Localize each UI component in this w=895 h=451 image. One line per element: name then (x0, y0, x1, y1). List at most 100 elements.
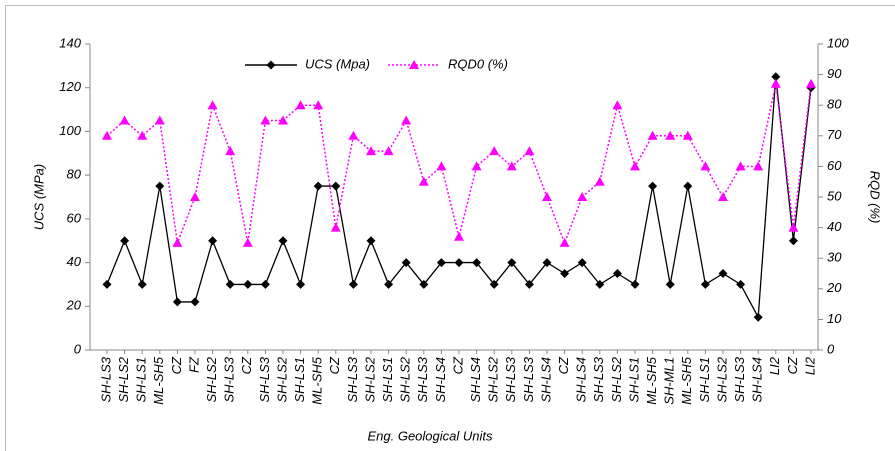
data-point (788, 222, 799, 232)
x-tick-label: SH-LS2 (274, 356, 289, 402)
data-point (208, 236, 218, 246)
y-tick-label: 40 (67, 254, 82, 269)
data-point (401, 115, 412, 125)
y-axis-title: UCS (MPa) (31, 164, 46, 230)
data-point (700, 279, 710, 289)
data-point (137, 279, 147, 289)
y2-tick-label: 50 (827, 188, 842, 203)
x-tick-label: ML-SH5 (679, 356, 694, 404)
x-tick-label: SH-LS2 (714, 356, 729, 402)
data-point (436, 258, 446, 268)
data-point (436, 161, 447, 171)
data-point (260, 115, 271, 125)
x-tick-label: SH-ML1 (662, 357, 677, 405)
x-tick-label: SH-LS4 (433, 357, 448, 403)
data-point (472, 258, 482, 268)
x-tick-label: CZ (169, 356, 184, 374)
data-point (665, 130, 676, 140)
data-point (612, 100, 623, 110)
data-point (771, 72, 781, 82)
data-point (788, 236, 798, 246)
x-tick-label: SH-LS1 (697, 357, 712, 403)
y-tick-label: 0 (74, 341, 82, 356)
data-point (524, 279, 534, 289)
data-point (348, 130, 359, 140)
data-point (242, 237, 253, 247)
legend-marker (409, 60, 419, 69)
data-point (225, 279, 235, 289)
x-tick-label: SH-LS3 (503, 356, 518, 402)
data-point (559, 237, 570, 247)
data-point (577, 258, 587, 268)
x-tick-label: SH-LS1 (380, 357, 395, 403)
data-point (524, 146, 535, 156)
data-point (612, 269, 622, 278)
data-point (506, 161, 517, 171)
legend-label: UCS (Mpa) (305, 56, 370, 71)
x-axis-title: Eng. Geological Units (367, 428, 493, 443)
y-tick-label: 100 (59, 123, 81, 138)
y2-tick-label: 60 (827, 158, 842, 173)
x-tick-label: SH-LS3 (98, 356, 113, 402)
y2-tick-label: 70 (827, 127, 842, 142)
data-point (454, 231, 464, 241)
y2-tick-label: 0 (827, 341, 835, 356)
data-point (542, 192, 552, 201)
data-point (348, 279, 358, 289)
x-tick-label: CZ (239, 356, 254, 374)
data-point (225, 146, 236, 156)
x-tick-label: SH-LS1 (134, 357, 149, 403)
x-tick-label: SH-LS2 (204, 356, 219, 402)
x-tick-label: SH-LS4 (468, 357, 483, 403)
data-point (542, 258, 552, 268)
data-point (736, 279, 746, 289)
data-point (313, 100, 324, 110)
data-point (647, 130, 658, 140)
data-point (296, 279, 306, 289)
data-point (384, 279, 394, 289)
data-point (366, 236, 376, 246)
data-point (718, 269, 728, 278)
x-tick-label: SH-LS3 (521, 356, 536, 402)
data-point (630, 279, 640, 289)
legend-marker (266, 60, 276, 70)
y2-tick-label: 20 (826, 280, 842, 295)
data-point (665, 279, 675, 289)
y-tick-label: 80 (67, 167, 82, 182)
data-point (560, 269, 570, 278)
x-tick-label: SH-LS2 (362, 356, 377, 402)
y2-tick-label: 10 (827, 311, 842, 326)
data-point (120, 236, 130, 246)
data-point (331, 181, 341, 191)
x-tick-label: FZ (186, 356, 201, 373)
x-tick-label: SH-LS3 (591, 356, 606, 402)
data-point (648, 181, 658, 191)
data-point (419, 279, 429, 289)
x-tick-label: SH-LS2 (116, 356, 131, 402)
data-point (489, 279, 499, 289)
data-point (295, 100, 306, 110)
data-point (119, 115, 130, 125)
legend-label: RQD0 (%) (448, 56, 508, 71)
y2-tick-label: 40 (827, 219, 842, 234)
y2-tick-label: 80 (827, 97, 842, 112)
data-point (102, 279, 112, 289)
data-point (207, 100, 218, 110)
x-tick-label: SH-LS1 (626, 357, 641, 403)
data-point (454, 258, 464, 268)
data-point (682, 130, 693, 140)
x-tick-label: LI2 (767, 356, 782, 375)
data-point (260, 279, 270, 289)
data-point (683, 181, 693, 191)
y2-tick-label: 30 (827, 250, 842, 265)
data-point (172, 297, 182, 307)
x-tick-label: CZ (785, 356, 800, 374)
data-point (806, 78, 816, 88)
x-tick-label: SH-LS4 (574, 357, 589, 403)
data-point (471, 161, 482, 171)
data-point (137, 130, 148, 140)
x-tick-label: ML-SH5 (151, 356, 166, 404)
data-point (243, 279, 253, 289)
data-point (190, 192, 200, 201)
